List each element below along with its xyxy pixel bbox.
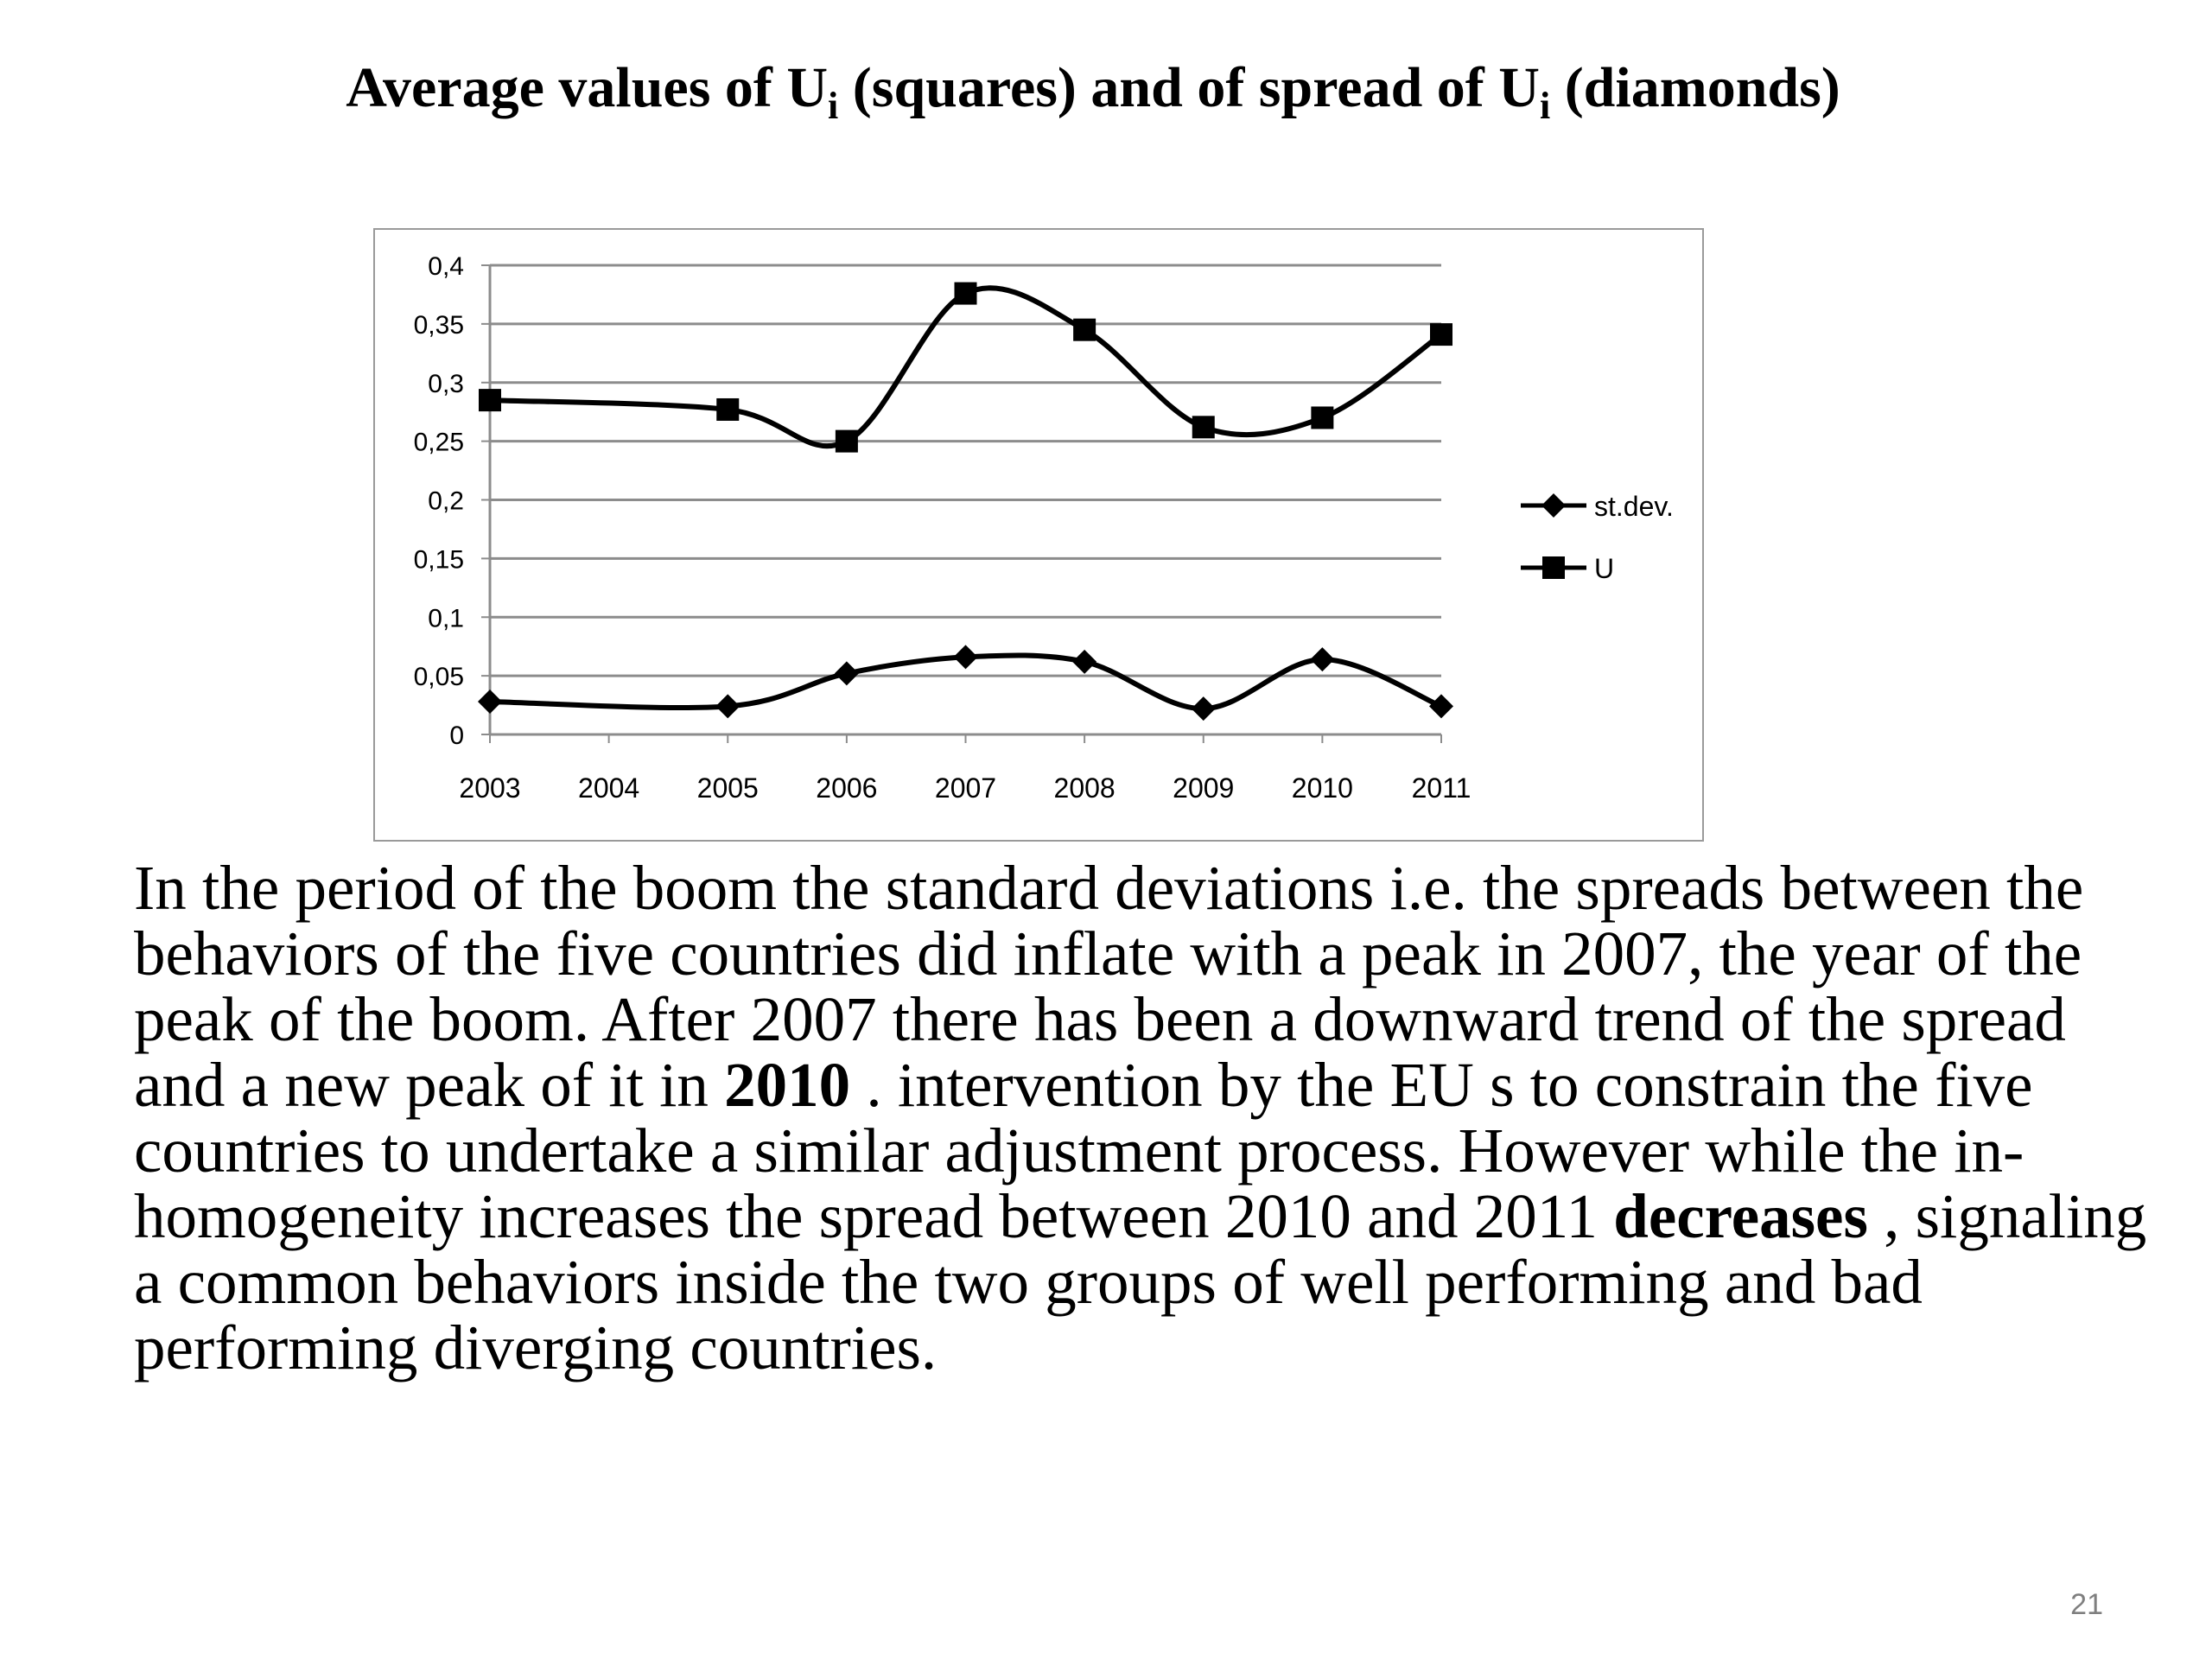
title-text-2: (squares) and of spread of U (838, 56, 1540, 119)
slide-title: Average values of Ui (squares) and of sp… (0, 54, 2186, 125)
data-point-u (1192, 416, 1215, 439)
data-point-u (835, 429, 858, 453)
y-tick-label: 0,05 (414, 663, 464, 691)
x-tick-label: 2005 (697, 772, 759, 804)
body-bold-decreases: decreases (1613, 1181, 1868, 1251)
title-text-3: (diamonds) (1550, 56, 1840, 119)
chart-series (478, 282, 1453, 721)
data-point-u (1073, 318, 1096, 341)
body-bold-year: 2010 (724, 1050, 851, 1120)
legend-label-stdev: st.dev. (1594, 491, 1674, 522)
chart-legend: st.dev. U (1521, 491, 1674, 584)
data-point-stdev (953, 645, 978, 670)
title-subscript-1: i (828, 85, 839, 127)
data-point-stdev (1191, 696, 1216, 721)
data-point-u (1311, 406, 1334, 429)
x-tick-label: 2009 (1173, 772, 1234, 804)
y-tick-label: 0,2 (428, 487, 464, 516)
y-tick-label: 0,1 (428, 604, 464, 632)
x-tick-label: 2008 (1054, 772, 1116, 804)
chart-frame (373, 228, 1704, 842)
x-tick-label: 2003 (459, 772, 520, 804)
data-point-u (479, 389, 501, 412)
x-tick-label: 2004 (578, 772, 639, 804)
chart-axes (481, 264, 1442, 743)
body-text-2: . intervention by the EU s to constrain … (134, 1050, 2033, 1251)
legend-label-u: U (1594, 553, 1614, 584)
y-tick-label: 0,15 (414, 545, 464, 574)
title-text-1: Average values of U (346, 56, 829, 119)
y-tick-label: 0,25 (414, 429, 464, 457)
data-point-stdev (478, 689, 502, 714)
x-tick-label: 2011 (1412, 772, 1471, 804)
y-tick-label: 0,3 (428, 370, 464, 398)
series-line-u (489, 285, 1443, 449)
data-point-u (1430, 323, 1452, 346)
chart-gridlines (490, 264, 1441, 677)
x-tick-labels: 2003 2004 2005 2006 2007 2008 2009 2010 2011 (459, 772, 1471, 804)
y-tick-label: 0 (449, 721, 464, 750)
data-point-stdev (1310, 647, 1335, 672)
title-subscript-2: i (1539, 85, 1551, 127)
x-tick-label: 2006 (816, 772, 877, 804)
data-point-stdev (1072, 649, 1097, 674)
data-point-stdev (715, 694, 741, 719)
legend-marker-stdev (1541, 493, 1566, 518)
y-tick-label: 0,35 (414, 311, 464, 340)
data-point-stdev (834, 661, 859, 686)
x-tick-label: 2007 (935, 772, 996, 804)
y-tick-labels: 0 0,05 0,1 0,15 0,2 0,25 0,3 0,35 0,4 (414, 252, 464, 750)
data-point-stdev (1429, 694, 1453, 719)
data-point-u (716, 397, 740, 421)
body-text-1: In the period of the boom the standard d… (134, 853, 2084, 1120)
data-point-u (954, 282, 977, 305)
legend-marker-u (1542, 556, 1565, 579)
body-paragraph: In the period of the boom the standard d… (134, 855, 2147, 1381)
x-tick-label: 2010 (1292, 772, 1353, 804)
body-text-3: , signaling a common behaviors inside th… (134, 1181, 2147, 1382)
y-tick-label: 0,4 (428, 252, 464, 281)
page-number: 21 (2070, 1588, 2103, 1621)
